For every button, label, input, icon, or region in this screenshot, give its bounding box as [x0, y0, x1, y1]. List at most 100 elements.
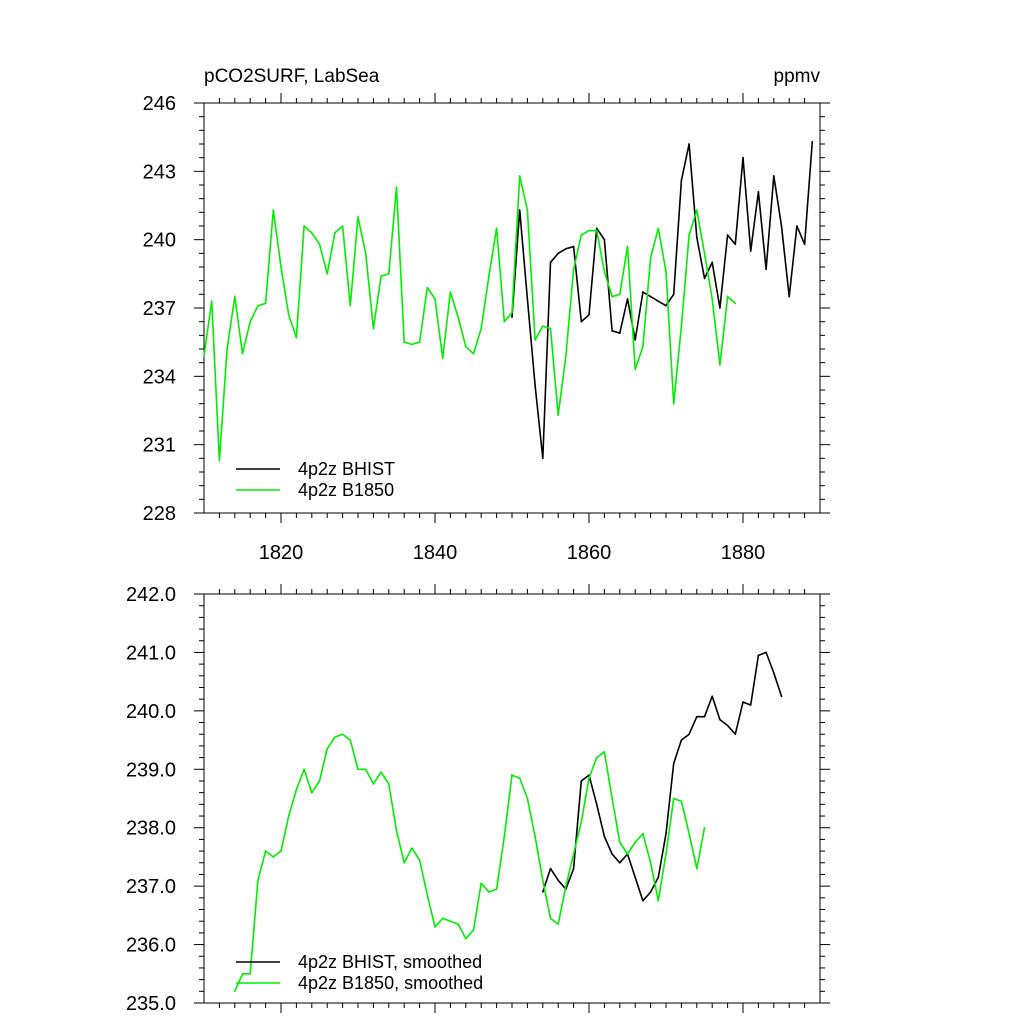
- data-point-b1850: [726, 295, 729, 298]
- data-point-b1850: [241, 973, 244, 975]
- data-point-b1850: [334, 232, 336, 234]
- data-point-b1850: [357, 768, 359, 771]
- data-point-b1850: [272, 856, 275, 858]
- data-point-bhist: [542, 457, 544, 460]
- top-panel-series: [203, 140, 814, 462]
- data-point-b1850: [280, 266, 282, 268]
- data-point-b1850: [388, 273, 390, 275]
- data-point-bhist: [765, 651, 767, 654]
- bottom-panel-frame: [203, 593, 821, 1004]
- data-point-b1850: [557, 923, 559, 925]
- data-point-b1850: [572, 268, 575, 271]
- bottom-panel: 235.0 236.0 237.0 238.0 239.0 240.0 241.0 242.0…: [126, 584, 830, 1015]
- data-point-b1850: [703, 826, 706, 829]
- data-point-b1850: [441, 917, 444, 920]
- data-point-bhist: [534, 384, 536, 387]
- data-point-b1850: [418, 859, 421, 861]
- legend-label-bhist-smoothed: 4p2z BHIST, smoothed: [298, 952, 482, 972]
- top-panel-title: pCO2SURF, LabSea: [204, 66, 380, 87]
- data-point-b1850: [526, 797, 529, 800]
- y-tick-label: 238.0: [126, 818, 176, 840]
- data-point-bhist: [572, 867, 575, 870]
- data-point-bhist: [572, 245, 575, 248]
- y-tick-label: 240.0: [126, 701, 176, 723]
- y-tick-label: 228: [143, 503, 176, 525]
- data-point-b1850: [480, 882, 483, 884]
- data-point-b1850: [311, 232, 313, 234]
- data-point-bhist: [749, 250, 752, 252]
- data-point-b1850: [611, 797, 613, 800]
- data-point-bhist: [549, 867, 552, 870]
- data-point-bhist: [719, 307, 721, 309]
- data-point-b1850: [395, 829, 398, 832]
- data-point-bhist: [680, 179, 683, 182]
- data-point-bhist: [757, 654, 760, 657]
- data-point-b1850: [542, 879, 544, 882]
- data-point-b1850: [611, 295, 613, 298]
- data-point-b1850: [349, 739, 352, 741]
- data-point-bhist: [696, 715, 698, 718]
- data-point-b1850: [318, 243, 321, 245]
- data-point-b1850: [465, 345, 467, 348]
- data-point-b1850: [534, 835, 536, 838]
- data-point-b1850: [649, 257, 652, 259]
- data-point-bhist: [511, 316, 513, 318]
- data-point-bhist: [703, 715, 706, 718]
- data-point-bhist: [665, 304, 667, 307]
- data-point-b1850: [326, 748, 329, 750]
- data-point-bhist: [665, 832, 667, 835]
- data-point-b1850: [495, 227, 498, 230]
- data-point-bhist: [619, 332, 621, 334]
- y-tick-label: 237: [143, 298, 176, 320]
- y-tick-label: 234: [143, 366, 176, 388]
- data-point-bhist: [634, 876, 636, 879]
- data-point-bhist: [657, 300, 660, 303]
- data-point-b1850: [465, 937, 467, 940]
- data-point-bhist: [742, 156, 744, 159]
- data-point-b1850: [649, 862, 652, 864]
- data-point-b1850: [557, 414, 559, 416]
- data-point-b1850: [603, 751, 606, 753]
- data-point-bhist: [565, 248, 567, 250]
- data-point-bhist: [803, 243, 806, 245]
- bottom-panel-legend: 4p2z BHIST, smoothed 4p2z B1850, smoothe…: [236, 952, 483, 993]
- data-point-b1850: [380, 275, 382, 277]
- data-point-b1850: [595, 756, 598, 759]
- y-tick-label: 237.0: [126, 876, 176, 898]
- data-point-b1850: [395, 186, 398, 189]
- data-point-bhist: [773, 672, 775, 674]
- data-point-bhist: [749, 704, 752, 706]
- data-point-bhist: [542, 891, 544, 893]
- data-point-bhist: [518, 209, 521, 211]
- data-point-b1850: [457, 923, 459, 925]
- data-point-bhist: [780, 225, 783, 227]
- data-point-b1850: [572, 853, 575, 855]
- top-panel-x-tick-labels: 1820 1840 1860 1880: [259, 542, 766, 564]
- data-point-b1850: [511, 774, 513, 776]
- top-panel: pCO2SURF, LabSea ppmv 228 231 234 237 240 243…: [143, 66, 830, 564]
- data-point-b1850: [626, 853, 629, 855]
- y-tick-label: 243: [143, 161, 176, 183]
- data-point-b1850: [488, 891, 490, 893]
- data-point-b1850: [226, 348, 228, 350]
- data-point-b1850: [642, 832, 644, 835]
- data-point-b1850: [680, 325, 683, 328]
- data-point-b1850: [511, 311, 513, 314]
- data-point-bhist: [696, 236, 698, 239]
- data-point-bhist: [649, 295, 652, 298]
- data-point-b1850: [580, 821, 583, 823]
- data-point-bhist: [765, 268, 767, 271]
- data-point-b1850: [388, 783, 390, 785]
- data-point-bhist: [726, 724, 729, 727]
- data-point-b1850: [549, 917, 552, 920]
- data-point-bhist: [711, 261, 713, 264]
- data-point-b1850: [426, 286, 429, 289]
- data-point-bhist: [634, 339, 636, 341]
- data-point-b1850: [257, 304, 259, 307]
- data-point-b1850: [619, 293, 621, 296]
- data-point-b1850: [295, 336, 298, 339]
- data-point-b1850: [719, 364, 721, 366]
- data-point-b1850: [472, 352, 475, 355]
- data-point-b1850: [249, 320, 251, 323]
- data-point-b1850: [526, 209, 529, 211]
